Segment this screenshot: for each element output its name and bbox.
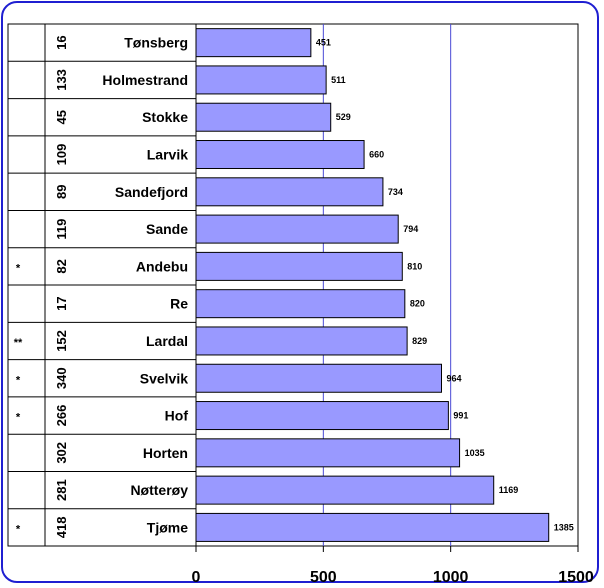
x-tick-label: 1500 <box>558 569 594 586</box>
rank-label: 152 <box>54 330 69 352</box>
rank-label: 119 <box>54 219 69 240</box>
data-label: 451 <box>316 38 331 48</box>
bar <box>195 438 461 468</box>
significance-mark: * <box>16 412 21 424</box>
category-label: Tjøme <box>147 519 188 535</box>
rank-label: 109 <box>54 144 69 166</box>
category-label: Svelvik <box>140 370 188 386</box>
data-label: 660 <box>369 150 384 160</box>
significance-mark: ** <box>14 337 23 349</box>
bar <box>195 289 406 319</box>
x-tick-label: 1000 <box>433 569 469 586</box>
category-label: Sande <box>146 221 188 237</box>
plot-area <box>195 23 579 547</box>
category-label: Sandefjord <box>115 184 188 200</box>
significance-mark: * <box>16 523 21 535</box>
significance-mark: * <box>16 374 21 386</box>
data-label: 734 <box>388 187 403 197</box>
bar <box>195 401 449 431</box>
rank-label: 16 <box>54 35 69 49</box>
category-label: Nøtterøy <box>130 482 188 498</box>
category-label: Re <box>170 296 188 312</box>
data-label: 964 <box>446 373 461 383</box>
bar <box>195 140 365 170</box>
bar <box>195 512 550 542</box>
bar <box>195 214 399 244</box>
category-label: Lardal <box>146 333 188 349</box>
bar <box>195 28 312 58</box>
data-label: 1169 <box>499 485 519 495</box>
rank-label: 266 <box>54 405 69 427</box>
rank-label: 89 <box>54 185 69 199</box>
data-label: 1035 <box>465 448 485 458</box>
bar <box>195 475 495 505</box>
category-label: Andebu <box>136 258 188 274</box>
category-label: Tønsberg <box>124 35 188 51</box>
rank-label: 340 <box>54 367 69 389</box>
bar <box>195 326 408 356</box>
x-tick-label: 500 <box>310 569 337 586</box>
data-label: 991 <box>453 411 468 421</box>
data-label: 794 <box>403 224 418 234</box>
category-label: Hof <box>165 408 189 424</box>
chart-frame <box>1 1 599 583</box>
data-label: 529 <box>336 112 351 122</box>
category-label: Horten <box>143 445 188 461</box>
data-label: 829 <box>412 336 427 346</box>
category-label: Larvik <box>147 147 188 163</box>
rank-label: 45 <box>54 110 69 124</box>
data-label: 810 <box>407 261 422 271</box>
bar <box>195 363 442 393</box>
category-label: Stokke <box>142 109 188 125</box>
bar <box>195 177 384 207</box>
rank-label: 133 <box>54 69 69 91</box>
bar <box>195 251 403 281</box>
x-tick-label: 0 <box>192 569 201 586</box>
data-label: 511 <box>331 75 346 85</box>
bar <box>195 65 327 95</box>
significance-mark: * <box>16 262 21 274</box>
data-label: 1385 <box>554 522 574 532</box>
rank-label: 302 <box>54 442 69 464</box>
data-label: 820 <box>410 299 425 309</box>
rank-label: 82 <box>54 259 69 273</box>
rank-label: 17 <box>54 296 69 310</box>
rank-label: 281 <box>54 479 69 501</box>
rank-label: 418 <box>54 517 69 539</box>
bar <box>195 102 332 132</box>
category-label: Holmestrand <box>102 72 188 88</box>
